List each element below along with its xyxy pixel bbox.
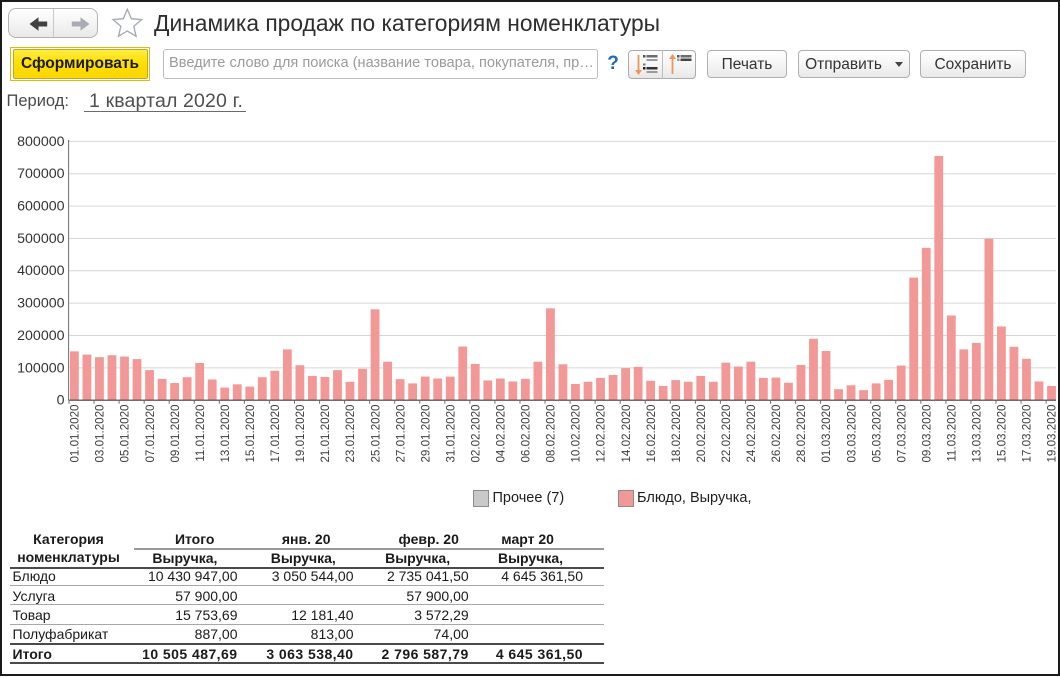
svg-text:20.02.2020: 20.02.2020 bbox=[695, 405, 708, 463]
svg-text:300000: 300000 bbox=[17, 296, 64, 312]
svg-text:17.03.2020: 17.03.2020 bbox=[1021, 405, 1034, 463]
svg-text:25.01.2020: 25.01.2020 bbox=[369, 405, 382, 463]
svg-text:100000: 100000 bbox=[17, 360, 64, 376]
svg-text:11.01.2020: 11.01.2020 bbox=[194, 405, 207, 462]
svg-text:600000: 600000 bbox=[17, 199, 64, 215]
svg-text:800000: 800000 bbox=[17, 134, 64, 150]
svg-text:27.01.2020: 27.01.2020 bbox=[394, 405, 407, 463]
svg-text:02.02.2020: 02.02.2020 bbox=[469, 404, 482, 462]
svg-text:19.03.2020: 19.03.2020 bbox=[1046, 405, 1059, 463]
svg-text:03.03.2020: 03.03.2020 bbox=[845, 405, 858, 463]
svg-text:700000: 700000 bbox=[17, 166, 64, 182]
svg-text:500000: 500000 bbox=[17, 231, 64, 247]
svg-text:13.01.2020: 13.01.2020 bbox=[219, 405, 232, 463]
svg-text:21.01.2020: 21.01.2020 bbox=[319, 405, 332, 463]
svg-text:13.03.2020: 13.03.2020 bbox=[971, 405, 984, 463]
svg-text:11.03.2020: 11.03.2020 bbox=[945, 405, 958, 462]
svg-text:08.02.2020: 08.02.2020 bbox=[545, 405, 558, 463]
svg-text:05.03.2020: 05.03.2020 bbox=[870, 405, 883, 463]
svg-text:04.02.2020: 04.02.2020 bbox=[495, 405, 508, 463]
svg-text:09.01.2020: 09.01.2020 bbox=[169, 405, 182, 463]
svg-text:0: 0 bbox=[57, 393, 65, 409]
svg-text:24.02.2020: 24.02.2020 bbox=[745, 405, 758, 463]
svg-text:26.02.2020: 26.02.2020 bbox=[770, 405, 783, 463]
svg-text:07.01.2020: 07.01.2020 bbox=[144, 405, 157, 463]
svg-text:15.01.2020: 15.01.2020 bbox=[244, 405, 257, 463]
svg-text:01.01.2020: 01.01.2020 bbox=[69, 405, 82, 463]
svg-text:22.02.2020: 22.02.2020 bbox=[720, 405, 733, 463]
svg-text:06.02.2020: 06.02.2020 bbox=[520, 405, 533, 463]
svg-text:17.01.2020: 17.01.2020 bbox=[269, 405, 282, 463]
svg-text:200000: 200000 bbox=[17, 328, 64, 344]
svg-text:23.01.2020: 23.01.2020 bbox=[344, 405, 357, 463]
svg-text:15.03.2020: 15.03.2020 bbox=[996, 405, 1009, 463]
svg-text:31.01.2020: 31.01.2020 bbox=[444, 405, 457, 463]
svg-text:10.02.2020: 10.02.2020 bbox=[570, 405, 583, 463]
svg-text:400000: 400000 bbox=[17, 263, 64, 279]
svg-text:01.03.2020: 01.03.2020 bbox=[820, 405, 833, 463]
svg-text:03.01.2020: 03.01.2020 bbox=[94, 405, 107, 463]
svg-text:19.01.2020: 19.01.2020 bbox=[294, 405, 307, 463]
svg-text:14.02.2020: 14.02.2020 bbox=[620, 405, 633, 463]
svg-text:16.02.2020: 16.02.2020 bbox=[645, 405, 658, 463]
svg-text:28.02.2020: 28.02.2020 bbox=[795, 405, 808, 463]
svg-text:09.03.2020: 09.03.2020 bbox=[920, 405, 933, 463]
svg-text:12.02.2020: 12.02.2020 bbox=[595, 405, 608, 463]
svg-text:18.02.2020: 18.02.2020 bbox=[670, 405, 683, 463]
svg-text:07.03.2020: 07.03.2020 bbox=[895, 405, 908, 463]
svg-text:29.01.2020: 29.01.2020 bbox=[419, 405, 432, 463]
svg-text:05.01.2020: 05.01.2020 bbox=[119, 405, 132, 463]
